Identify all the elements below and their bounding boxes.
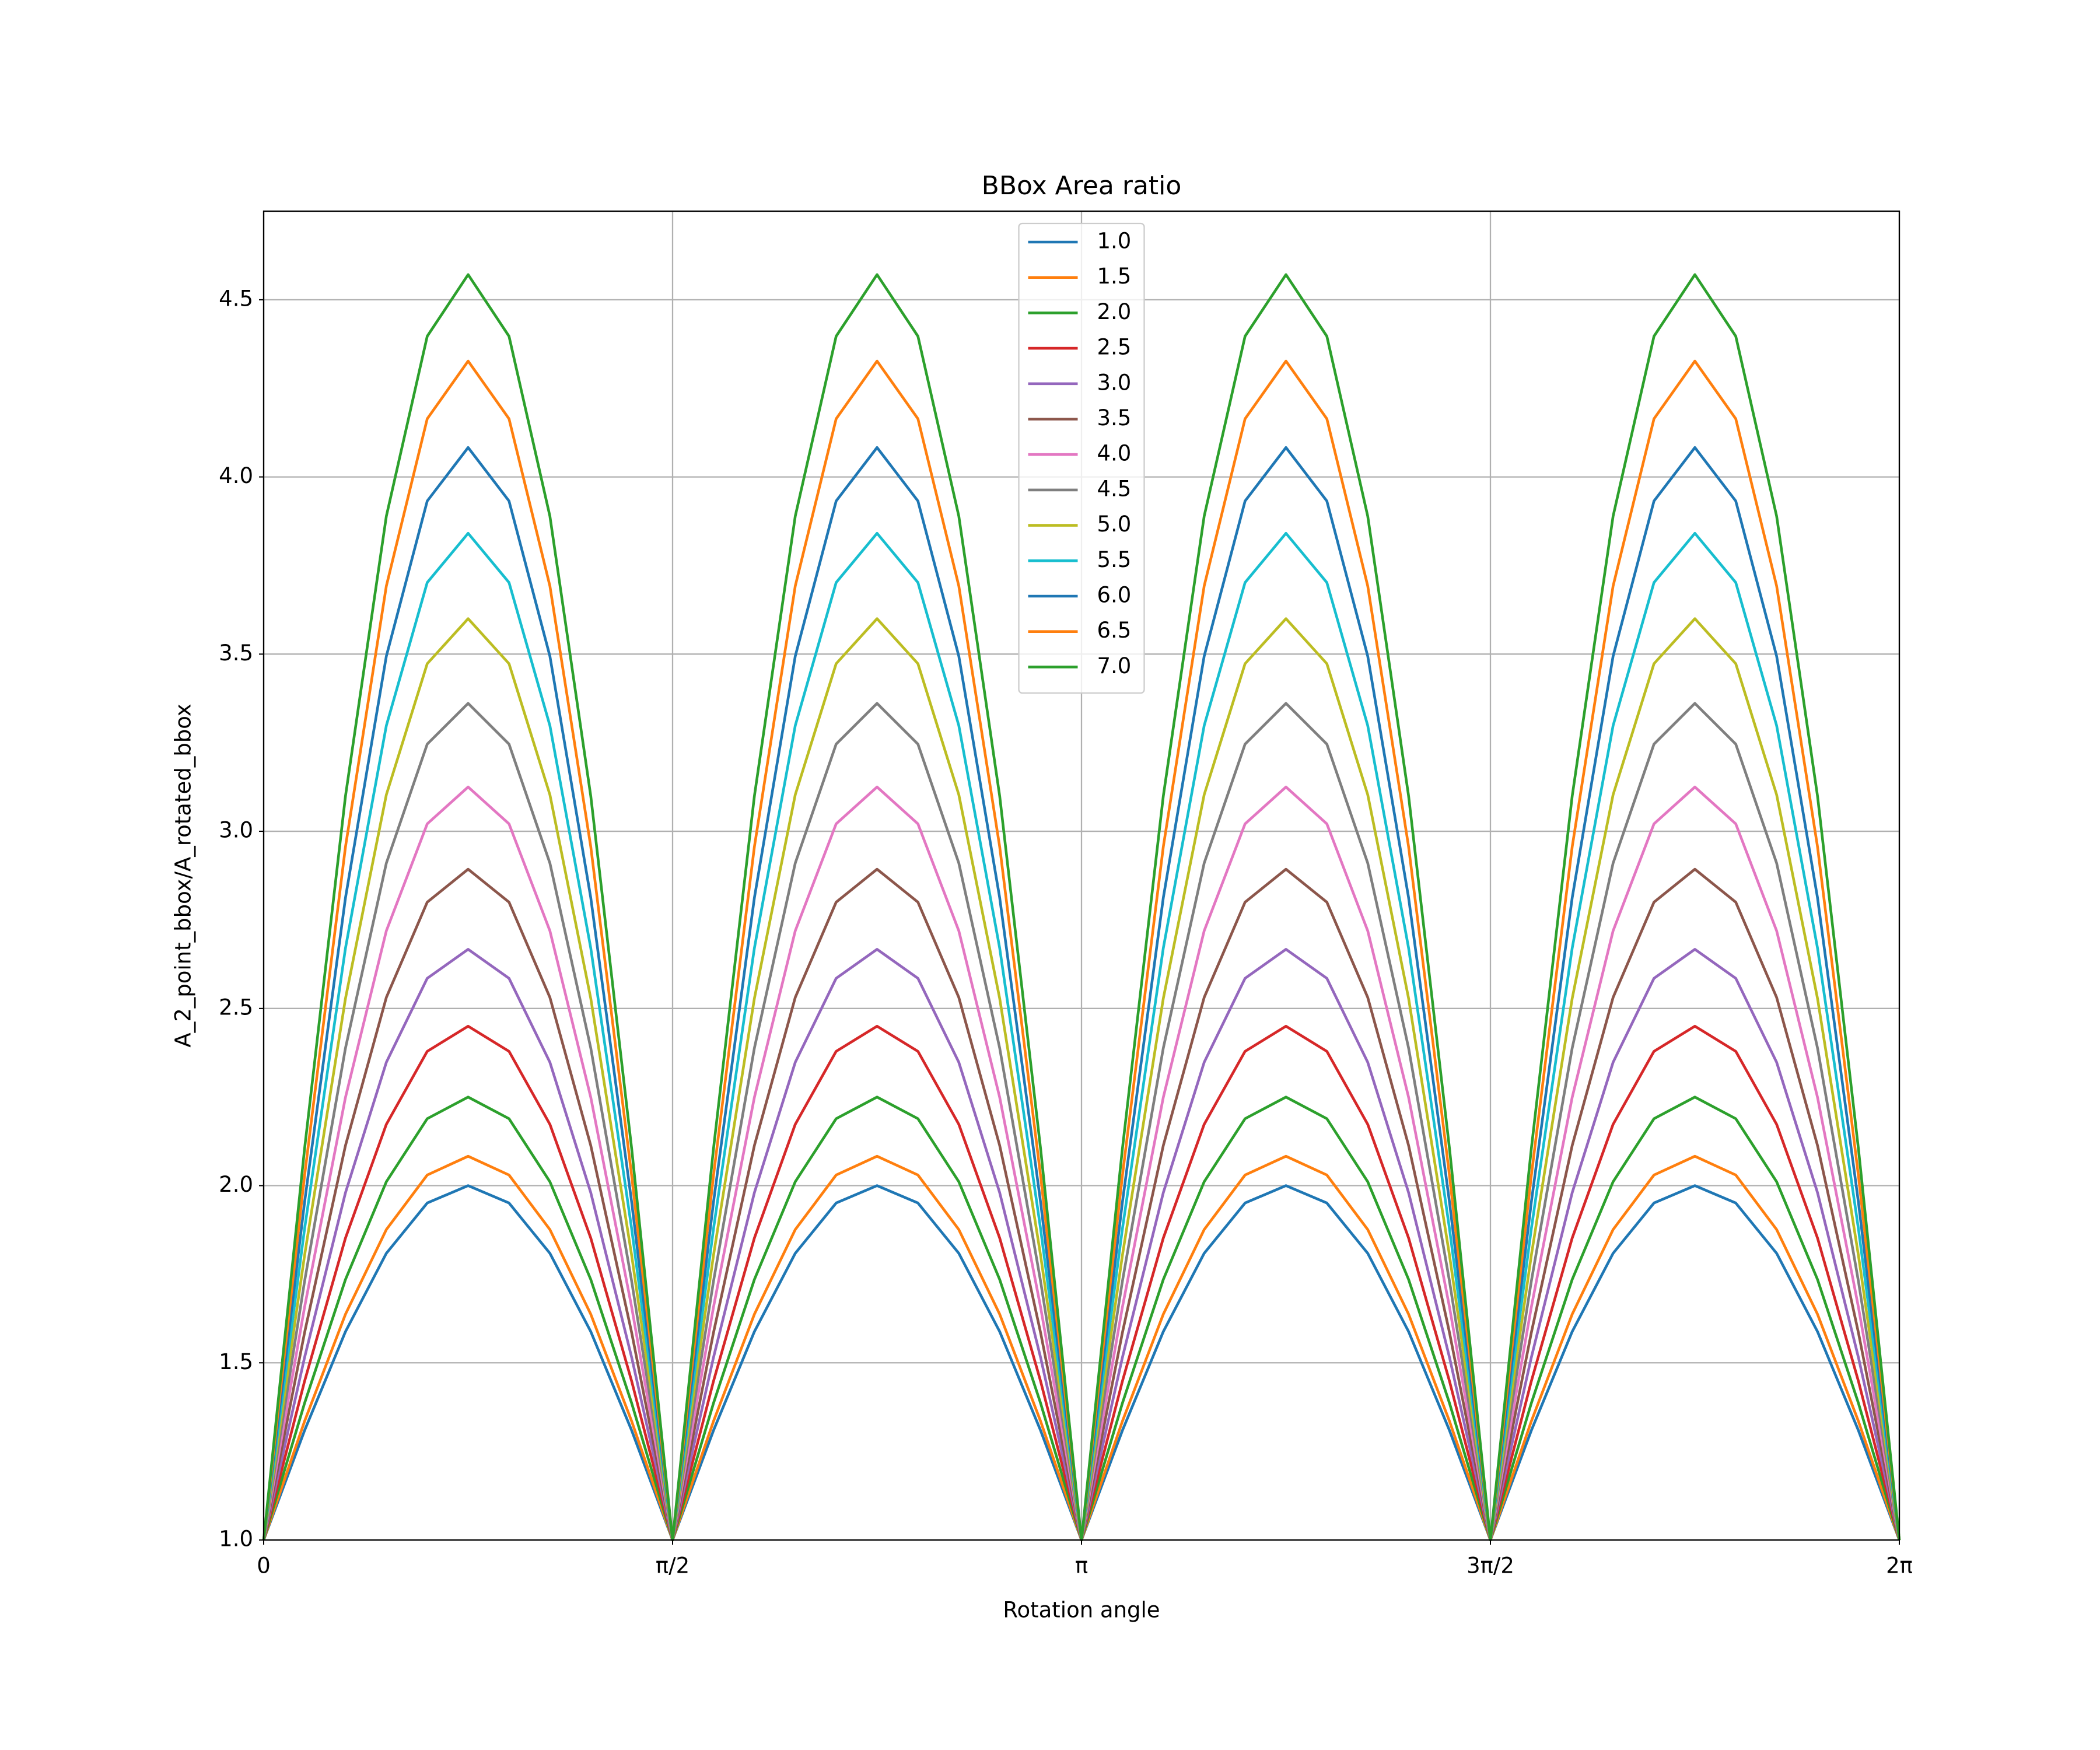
legend-label: 2.5 bbox=[1097, 335, 1132, 360]
y-tick-label: 3.0 bbox=[219, 818, 253, 843]
legend-label: 7.0 bbox=[1097, 653, 1132, 678]
y-axis-label: A_2_point_bbox/A_rotated_bbox bbox=[171, 704, 196, 1047]
x-axis-label: Rotation angle bbox=[1003, 1598, 1160, 1623]
legend-label: 2.0 bbox=[1097, 299, 1132, 324]
legend-label: 4.5 bbox=[1097, 476, 1132, 501]
legend-label: 3.0 bbox=[1097, 370, 1132, 395]
y-tick-label: 2.5 bbox=[219, 995, 253, 1020]
y-tick-label: 4.5 bbox=[219, 286, 253, 311]
legend: 1.0 1.5 2.0 2.5 3.0 3.5 4.0 4.5 5.0 5.5 6.0 6.5 7.0 bbox=[1018, 222, 1145, 694]
y-tick-label: 3.5 bbox=[219, 640, 253, 666]
legend-label: 5.5 bbox=[1097, 547, 1132, 572]
y-tick-label: 4.0 bbox=[219, 463, 253, 488]
legend-label: 6.5 bbox=[1097, 618, 1132, 643]
x-tick-label: 3π/2 bbox=[1466, 1553, 1514, 1578]
legend-label: 1.5 bbox=[1097, 264, 1132, 289]
x-tick-label: 0 bbox=[257, 1553, 271, 1578]
y-tick-label: 1.5 bbox=[219, 1349, 253, 1374]
y-tick-label: 2.0 bbox=[219, 1172, 253, 1197]
x-tick-label: π/2 bbox=[656, 1553, 690, 1578]
legend-label: 5.0 bbox=[1097, 512, 1132, 537]
x-tick-label: 2π bbox=[1886, 1553, 1913, 1578]
legend-label: 3.5 bbox=[1097, 405, 1132, 430]
legend-box bbox=[1018, 222, 1145, 694]
chart-title: BBox Area ratio bbox=[982, 171, 1182, 201]
legend-label: 1.0 bbox=[1097, 229, 1132, 254]
legend-label: 4.0 bbox=[1097, 441, 1132, 466]
y-tick-label: 1.0 bbox=[219, 1527, 253, 1552]
x-tick-label: π bbox=[1075, 1553, 1088, 1578]
legend-label: 6.0 bbox=[1097, 583, 1132, 608]
